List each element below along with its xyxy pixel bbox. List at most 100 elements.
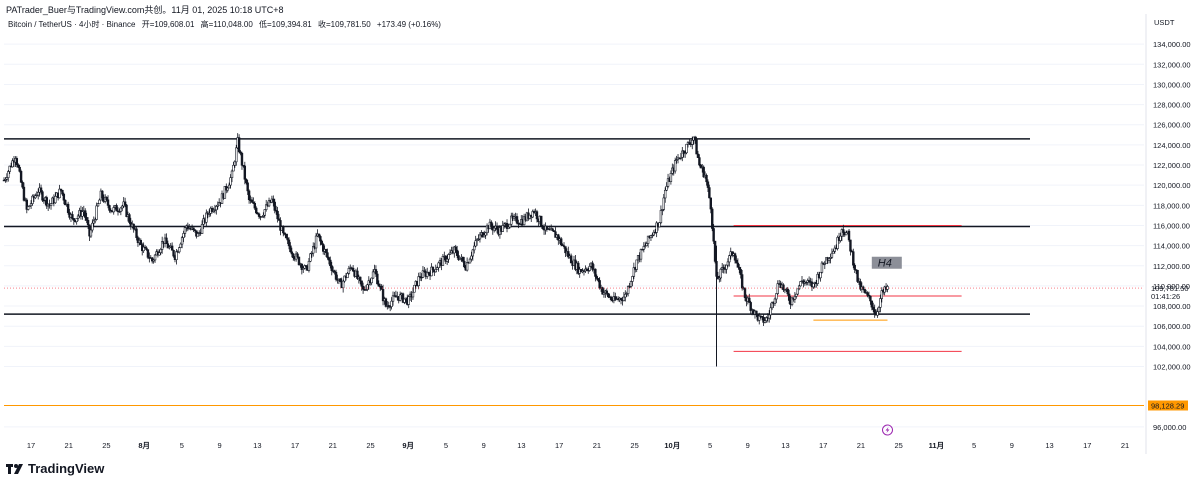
- candle-body: [773, 298, 777, 304]
- candle-body: [158, 252, 161, 256]
- candle-body: [639, 249, 643, 260]
- candle-body: [4, 179, 7, 181]
- candle-body: [823, 263, 827, 265]
- candle-body: [797, 285, 801, 290]
- candle-body: [381, 289, 385, 302]
- candle-body: [213, 209, 217, 211]
- candle-body: [159, 249, 162, 253]
- candle-body: [61, 189, 64, 195]
- candle-body: [317, 233, 321, 237]
- candle-body: [709, 197, 713, 210]
- candle-body: [329, 259, 332, 267]
- candle-body: [540, 215, 543, 227]
- candle-body: [719, 268, 722, 279]
- candle-body: [300, 263, 304, 270]
- y-tick-label: 118,000.00: [1153, 201, 1190, 210]
- lightning-icon: [882, 424, 893, 436]
- candle-body: [872, 306, 875, 310]
- candle-body: [567, 251, 570, 258]
- candle-body: [679, 156, 683, 159]
- candle-body: [121, 205, 124, 209]
- candle-body: [768, 314, 771, 319]
- candle-body: [522, 216, 526, 226]
- candle-body: [384, 298, 388, 307]
- candle-body: [625, 293, 628, 295]
- candle-body: [711, 208, 714, 229]
- candle-body: [457, 255, 460, 260]
- candle-body: [223, 186, 227, 199]
- candle-body: [282, 226, 285, 234]
- candle-body: [200, 223, 204, 234]
- x-tick-label: 9: [482, 441, 486, 450]
- candle-body: [413, 284, 416, 293]
- candle-body: [662, 197, 665, 210]
- candle-body: [869, 295, 872, 302]
- candle-body: [25, 199, 28, 210]
- candle-body: [661, 209, 664, 211]
- candle-body: [685, 143, 688, 154]
- x-tick-label: 9: [218, 441, 222, 450]
- candle-body: [866, 292, 869, 296]
- candle-body: [351, 267, 355, 272]
- price-chart[interactable]: USDT 96,000.00 102,000.00 104,000.00 106,000…: [0, 14, 1199, 454]
- candle-body: [66, 203, 70, 213]
- candle-body: [431, 266, 435, 271]
- candle-body: [691, 139, 694, 145]
- candle-body: [146, 249, 150, 258]
- candle-body: [330, 265, 333, 271]
- candle-body: [728, 255, 731, 263]
- candle-body: [839, 235, 842, 241]
- candle-body: [502, 223, 506, 226]
- brand-name: TradingView: [28, 461, 105, 476]
- candle-body: [463, 260, 466, 268]
- y-tick-label: 104,000.00: [1153, 342, 1191, 351]
- candle-body: [370, 277, 373, 284]
- candle-body: [782, 284, 785, 291]
- candle-body: [733, 253, 737, 261]
- levels-layer: [4, 138, 1144, 406]
- candle-body: [458, 258, 462, 260]
- candle-body: [793, 296, 797, 300]
- candle-body: [226, 187, 229, 191]
- candle-body: [597, 278, 600, 281]
- candle-body: [18, 166, 21, 172]
- candle-body: [235, 147, 238, 163]
- candle-body: [836, 237, 839, 249]
- candle-body: [508, 223, 512, 228]
- symbol-info-line: Bitcoin / TetherUS · 4小时 · Binance 开=109…: [8, 19, 445, 30]
- y-tick-label: 132,000.00: [1153, 60, 1191, 69]
- tradingview-logo-icon: [6, 463, 23, 474]
- candle-body: [160, 241, 164, 250]
- currency-label: USDT: [1154, 18, 1175, 27]
- candle-body: [683, 152, 687, 155]
- candle-body: [641, 249, 644, 251]
- candle-body: [145, 247, 148, 250]
- candle-body: [706, 181, 710, 188]
- symbol-name[interactable]: Bitcoin / TetherUS · 4小时 · Binance: [8, 20, 136, 29]
- candle-body: [605, 290, 608, 294]
- y-tick-label: 110,000.00: [1153, 282, 1190, 291]
- candle-body: [377, 283, 380, 287]
- candle-body: [682, 150, 685, 155]
- candle-body: [699, 164, 703, 169]
- y-tick-label: 106,000.00: [1153, 322, 1191, 331]
- candle-body: [321, 244, 325, 252]
- chart-area[interactable]: USDT 96,000.00 102,000.00 104,000.00 106,000…: [0, 14, 1199, 454]
- candle-body: [324, 249, 328, 253]
- candle-body: [59, 188, 63, 191]
- candle-body: [346, 273, 349, 279]
- candle-body: [106, 199, 110, 206]
- candle-body: [626, 285, 630, 294]
- candle-body: [302, 268, 305, 270]
- candle-body: [726, 261, 730, 266]
- candle-body: [844, 232, 848, 236]
- candle-body: [820, 262, 824, 273]
- x-tick-label: 17: [27, 441, 35, 450]
- candle-body: [143, 246, 147, 249]
- time-axis: 17 21 25 8月 5 9 13 17 21 25 9月 5 9 13 17 21 25 10月 5 9 13 17 2…: [27, 441, 1129, 450]
- candle-body: [873, 309, 876, 314]
- candle-body: [276, 210, 279, 220]
- candle-body: [840, 229, 844, 237]
- candle-body: [758, 315, 761, 321]
- candle-body: [829, 257, 832, 259]
